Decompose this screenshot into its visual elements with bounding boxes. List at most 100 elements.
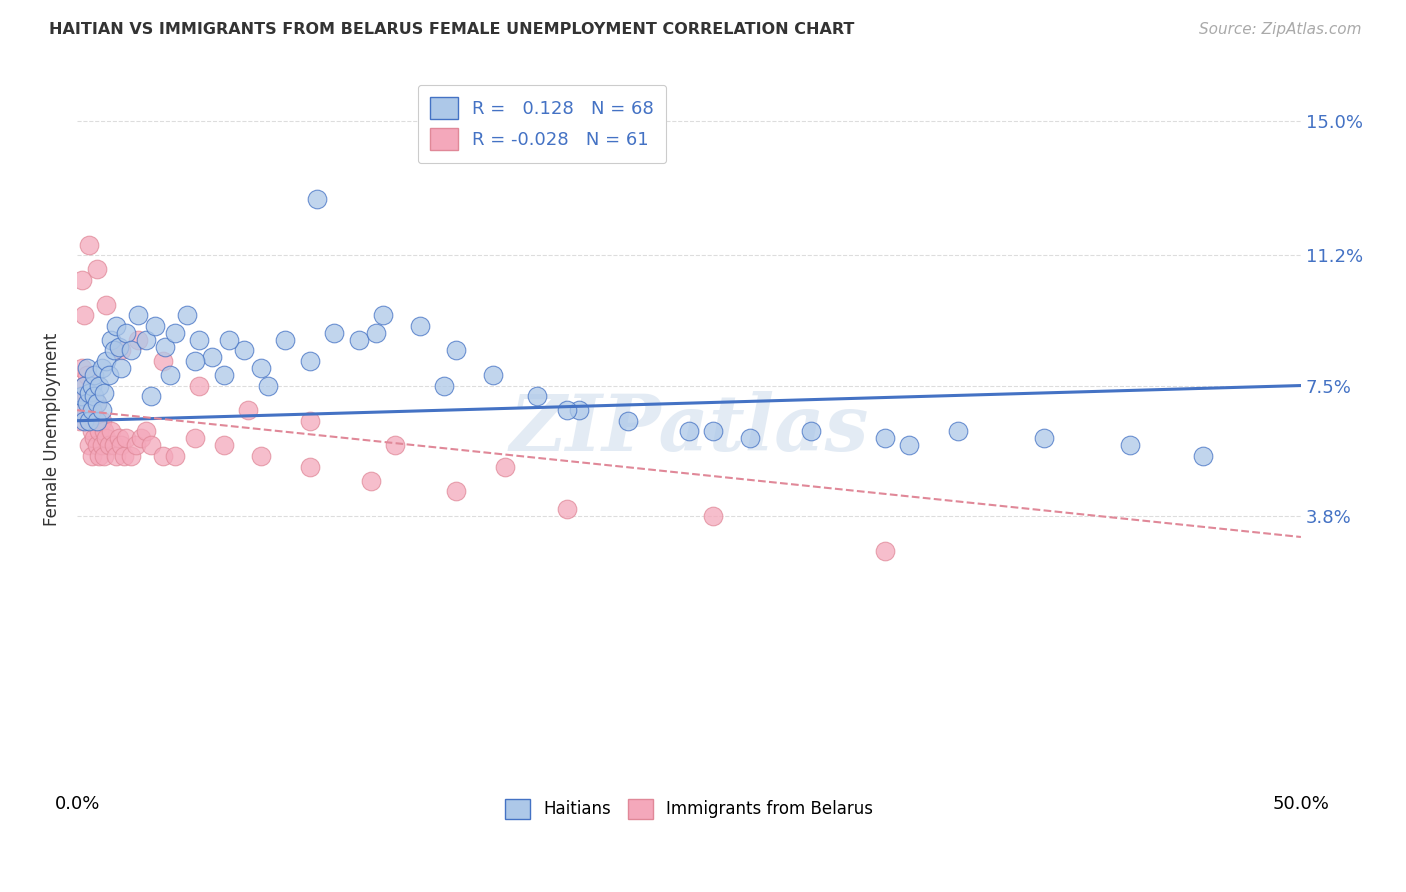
Y-axis label: Female Unemployment: Female Unemployment: [44, 333, 60, 526]
Point: [93, 385, 115, 400]
Point: [298, 459, 321, 474]
Point: [347, 333, 370, 347]
Point: [152, 449, 174, 463]
Point: [80, 396, 103, 410]
Point: [201, 351, 224, 365]
Point: [120, 343, 142, 358]
Point: [183, 354, 205, 368]
Point: [446, 343, 468, 358]
Point: [96, 354, 118, 368]
Point: [87, 449, 110, 463]
Point: [103, 438, 125, 452]
Point: [212, 368, 235, 382]
Point: [93, 449, 115, 463]
Point: [238, 403, 260, 417]
Point: [90, 403, 112, 417]
Point: [526, 389, 548, 403]
Point: [555, 501, 578, 516]
Point: [152, 354, 174, 368]
Point: [188, 378, 211, 392]
Point: [948, 425, 970, 439]
Point: [800, 425, 823, 439]
Point: [127, 333, 149, 347]
Point: [135, 333, 157, 347]
Point: [83, 431, 105, 445]
Point: [105, 318, 128, 333]
Point: [73, 378, 96, 392]
Point: [73, 403, 96, 417]
Point: [80, 378, 103, 392]
Point: [702, 425, 724, 439]
Point: [371, 308, 394, 322]
Point: [97, 368, 120, 382]
Point: [188, 333, 211, 347]
Point: [129, 431, 152, 445]
Point: [83, 368, 105, 382]
Point: [678, 425, 700, 439]
Point: [482, 368, 505, 382]
Point: [70, 273, 93, 287]
Point: [83, 414, 105, 428]
Point: [232, 343, 254, 358]
Point: [105, 449, 128, 463]
Text: ZIPatlas: ZIPatlas: [509, 392, 869, 467]
Point: [90, 438, 112, 452]
Point: [617, 414, 640, 428]
Text: HAITIAN VS IMMIGRANTS FROM BELARUS FEMALE UNEMPLOYMENT CORRELATION CHART: HAITIAN VS IMMIGRANTS FROM BELARUS FEMAL…: [49, 22, 855, 37]
Point: [740, 431, 762, 445]
Point: [159, 368, 181, 382]
Point: [323, 326, 346, 340]
Point: [364, 326, 387, 340]
Point: [139, 438, 162, 452]
Point: [1192, 449, 1215, 463]
Point: [257, 378, 280, 392]
Point: [898, 438, 921, 452]
Point: [1118, 438, 1140, 452]
Point: [155, 340, 177, 354]
Point: [183, 431, 205, 445]
Point: [79, 237, 101, 252]
Point: [110, 438, 132, 452]
Point: [80, 403, 103, 417]
Point: [212, 438, 235, 452]
Point: [79, 403, 101, 417]
Point: [79, 438, 101, 452]
Point: [83, 389, 105, 403]
Point: [176, 308, 198, 322]
Point: [384, 438, 406, 452]
Point: [70, 360, 93, 375]
Point: [249, 360, 271, 375]
Point: [79, 385, 101, 400]
Point: [127, 308, 149, 322]
Point: [494, 459, 516, 474]
Point: [79, 414, 101, 428]
Point: [70, 389, 93, 403]
Point: [93, 425, 115, 439]
Text: Source: ZipAtlas.com: Source: ZipAtlas.com: [1198, 22, 1361, 37]
Point: [76, 396, 98, 410]
Point: [100, 333, 122, 347]
Point: [873, 431, 896, 445]
Point: [86, 396, 108, 410]
Point: [107, 431, 129, 445]
Point: [112, 449, 135, 463]
Point: [69, 403, 91, 417]
Point: [86, 438, 108, 452]
Point: [702, 508, 724, 523]
Point: [555, 403, 578, 417]
Point: [73, 414, 96, 428]
Point: [90, 414, 112, 428]
Point: [139, 389, 162, 403]
Point: [249, 449, 271, 463]
Point: [218, 333, 240, 347]
Point: [69, 389, 91, 403]
Point: [96, 297, 118, 311]
Point: [86, 414, 108, 428]
Legend: Haitians, Immigrants from Belarus: Haitians, Immigrants from Belarus: [498, 792, 880, 826]
Point: [76, 389, 98, 403]
Point: [80, 449, 103, 463]
Point: [873, 544, 896, 558]
Point: [69, 414, 91, 428]
Point: [145, 318, 167, 333]
Point: [409, 318, 432, 333]
